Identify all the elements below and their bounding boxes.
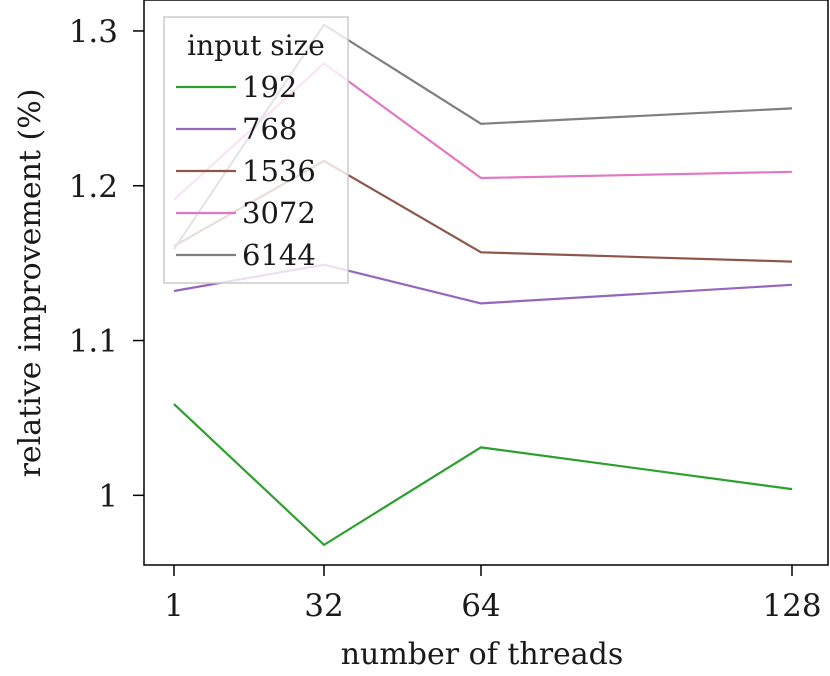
legend-label-3072: 3072 [242, 196, 316, 230]
legend-label-768: 768 [242, 112, 297, 146]
legend-label-192: 192 [242, 70, 297, 104]
y-tick-label: 1 [98, 478, 118, 514]
y-tick-label: 1.2 [69, 169, 118, 205]
x-tick-label: 64 [461, 588, 500, 624]
x-axis-title: number of threads [341, 637, 624, 672]
x-tick-label: 128 [762, 588, 821, 624]
legend-box [163, 16, 349, 284]
tick-layer: 1 32 64 128 1 1.1 1.2 1.3 [69, 14, 822, 624]
legend-items: 192 768 1536 3072 6144 [176, 70, 316, 272]
legend: input size 192 768 1536 3072 6144 [163, 16, 349, 284]
x-tick-label: 1 [164, 588, 184, 624]
x-tick-label: 32 [304, 588, 343, 624]
legend-label-6144: 6144 [242, 238, 316, 272]
y-tick-label: 1.3 [69, 14, 118, 50]
series-line-192 [173, 403, 793, 546]
legend-label-1536: 1536 [242, 154, 316, 188]
legend-title: input size [187, 29, 325, 62]
y-tick-label: 1.1 [69, 324, 118, 360]
y-axis-title: relative improvement (%) [13, 89, 48, 478]
